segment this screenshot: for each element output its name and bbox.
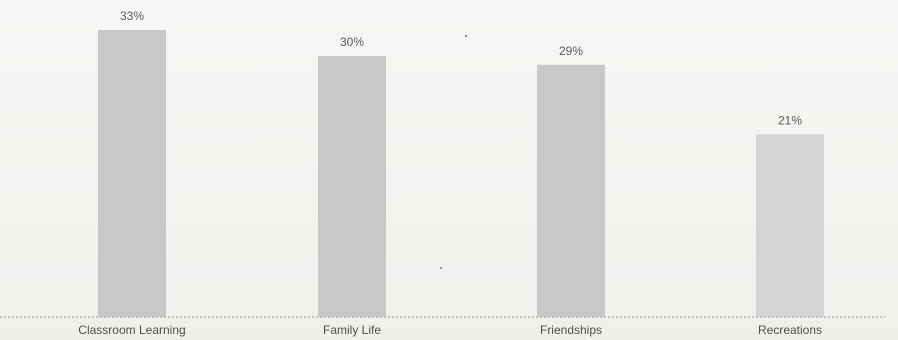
value-label: 30% [340, 35, 364, 49]
bar-friendships [537, 64, 605, 318]
value-label: 21% [778, 113, 802, 127]
bar-recreations [756, 134, 824, 317]
scan-speck [464, 34, 468, 38]
value-labels-layer: 33% 30% 29% 21% [120, 9, 802, 127]
scan-speck [439, 266, 443, 270]
bar-classroom-learning [98, 30, 166, 317]
category-label: Recreations [758, 323, 822, 337]
bar-family-life [318, 56, 386, 317]
bars-layer [98, 30, 824, 318]
value-label: 29% [559, 44, 583, 58]
category-label: Friendships [540, 323, 602, 337]
category-labels-layer: Classroom Learning Family Life Friendships… [78, 323, 822, 337]
value-label: 33% [120, 9, 144, 23]
category-label: Classroom Learning [78, 323, 185, 337]
category-label: Family Life [323, 323, 381, 337]
